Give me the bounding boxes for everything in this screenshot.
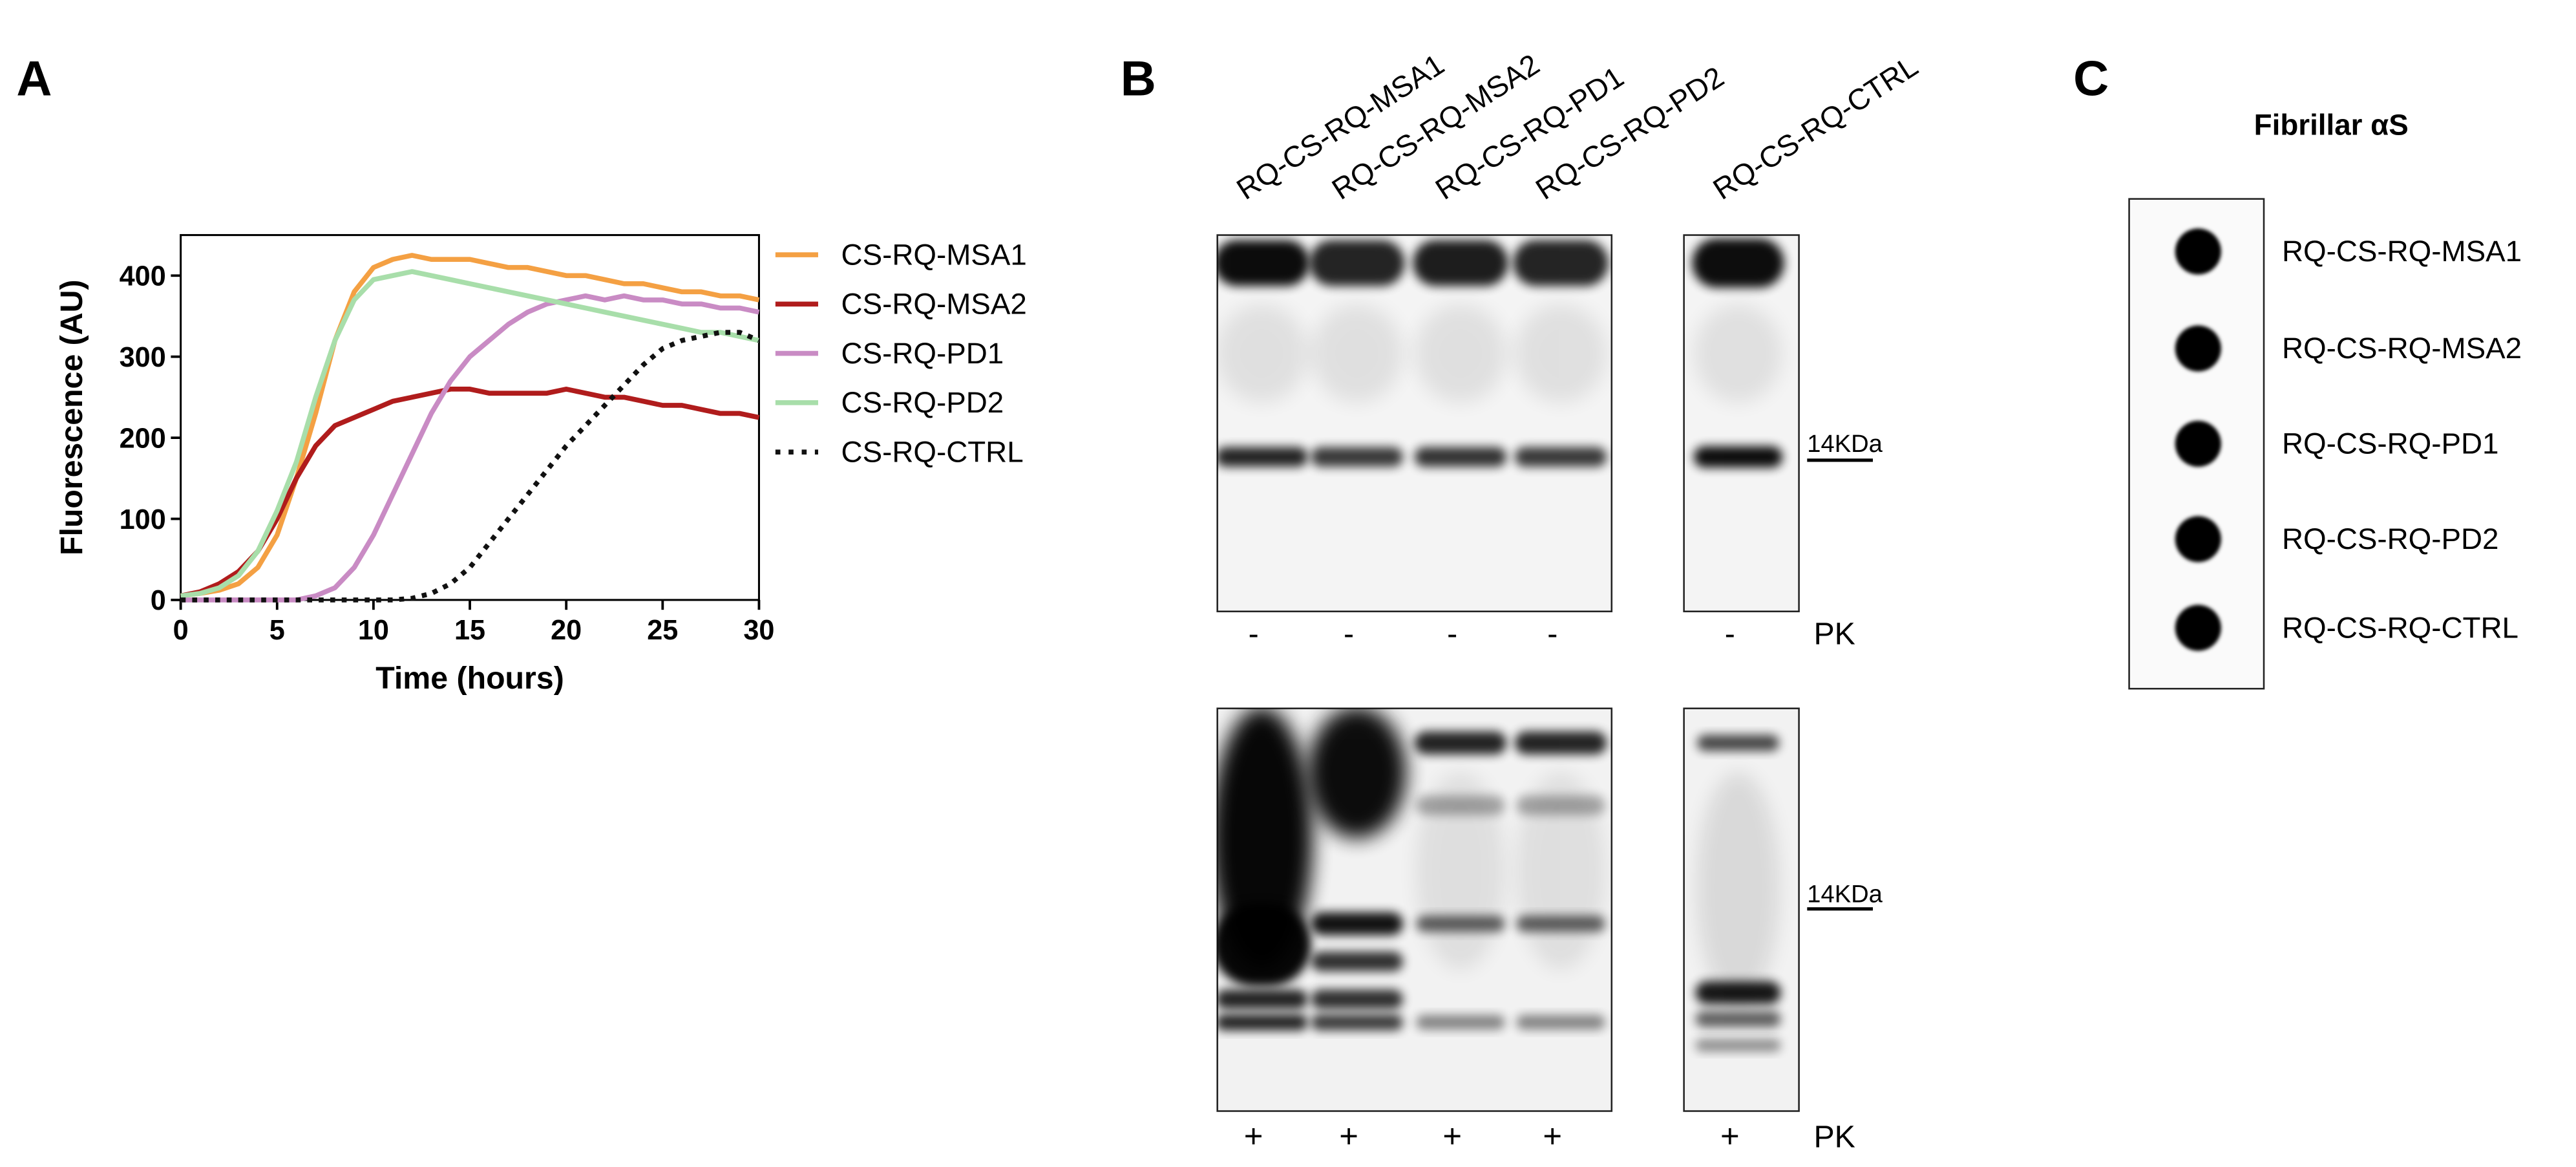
blot-frame	[1683, 234, 1800, 612]
treatment-sign: +	[1442, 1117, 1462, 1154]
data-line	[180, 387, 760, 599]
data-line	[180, 269, 760, 599]
marker-label: 14KDa	[1807, 881, 1883, 908]
blot-band	[1693, 304, 1783, 403]
y-tick-label: 100	[120, 504, 166, 535]
blot-band	[1516, 772, 1605, 970]
y-tick-label: 300	[120, 342, 166, 373]
blot-band	[1217, 240, 1310, 286]
blot-band	[1414, 447, 1507, 467]
blot-band	[1693, 446, 1783, 468]
x-axis-title: Time (hours)	[375, 661, 564, 696]
x-tick-label: 30	[743, 615, 774, 646]
blot-band	[1696, 772, 1780, 1003]
blot-band	[1516, 1014, 1605, 1030]
y-axis-title: Fluorescence (AU)	[54, 279, 89, 555]
treatment-sign: -	[1547, 617, 1557, 652]
panel-label: C	[2073, 51, 2109, 106]
legend-label: CS-RQ-CTRL	[841, 435, 1024, 468]
lane-label: RQ-CS-RQ-CTRL	[1707, 49, 1924, 206]
blot-band	[1696, 734, 1780, 751]
x-tick-label: 10	[358, 615, 389, 646]
blot-band	[1695, 1038, 1781, 1052]
dot	[2175, 228, 2221, 275]
blot-band	[1414, 731, 1507, 755]
blot-band	[1311, 1014, 1403, 1031]
blot-band	[1217, 447, 1308, 467]
dot-blot: Fibrillar αS RQ-CS-RQ-MSA1 RQ-CS-RQ-MSA2 R…	[2128, 109, 2522, 690]
blot-band	[1309, 240, 1405, 286]
blot-band	[1311, 912, 1403, 936]
treatment-sign: -	[1344, 617, 1354, 652]
blot-band	[1311, 447, 1403, 467]
blot-band	[1307, 708, 1407, 839]
dot-label: RQ-CS-RQ-MSA2	[2282, 332, 2522, 365]
western-blots: 14KDa 14KDa PK PK RQ-CS-RQ-MSA1-+RQ-CS-R…	[1216, 48, 1924, 1154]
blot-band	[1217, 304, 1308, 403]
treatment-label: PK	[1813, 617, 1855, 652]
dot-label: RQ-CS-RQ-PD2	[2282, 522, 2499, 555]
marker-label: 14KDa	[1807, 430, 1883, 458]
treatment-sign: +	[1720, 1117, 1740, 1154]
blot-band	[1416, 772, 1505, 970]
blot-band	[1514, 447, 1607, 467]
y-tick-label: 400	[120, 261, 166, 292]
line-chart: 0 100 200 300 400 0 5 10 15 20 25 30 Time (hours) Flu…	[54, 234, 1027, 696]
y-tick-label: 0	[151, 585, 166, 616]
blot-band	[1311, 304, 1403, 403]
blot-band	[1311, 951, 1403, 972]
panel-label: A	[16, 51, 52, 106]
blot-band	[1695, 1011, 1781, 1027]
blot-band	[1695, 981, 1781, 1005]
legend-label: CS-RQ-MSA1	[841, 238, 1027, 271]
dot-blot-title: Fibrillar αS	[2254, 109, 2409, 142]
dot	[2175, 420, 2221, 467]
data-line	[180, 253, 760, 599]
blot-band	[1416, 1014, 1505, 1030]
blot-band	[1217, 708, 1313, 970]
dot	[2175, 605, 2221, 651]
blot-band	[1514, 304, 1607, 403]
panel-label: B	[1121, 51, 1156, 106]
x-tick-label: 15	[454, 615, 485, 646]
y-tick-label: 200	[120, 423, 166, 454]
blot-band	[1692, 238, 1784, 288]
treatment-sign: -	[1725, 617, 1735, 652]
blot-band	[1217, 904, 1311, 987]
dot-label: RQ-CS-RQ-MSA1	[2282, 235, 2522, 268]
legend-label: CS-RQ-PD2	[841, 386, 1004, 419]
x-tick-label: 0	[173, 615, 189, 646]
blot-band	[1514, 731, 1607, 755]
data-line	[180, 330, 760, 603]
treatment-sign: +	[1339, 1117, 1358, 1154]
treatment-label: PK	[1813, 1119, 1855, 1154]
blot-band	[1217, 989, 1308, 1009]
treatment-sign: +	[1543, 1117, 1562, 1154]
dot	[2175, 325, 2221, 372]
dot-label: RQ-CS-RQ-PD1	[2282, 427, 2499, 460]
blot-frame	[1216, 234, 1613, 612]
legend-label: CS-RQ-PD1	[841, 337, 1004, 370]
x-tick-label: 20	[551, 615, 582, 646]
blot-band	[1414, 304, 1507, 403]
x-tick-label: 5	[269, 615, 285, 646]
blot-band	[1311, 989, 1403, 1009]
x-tick-label: 25	[647, 615, 678, 646]
treatment-sign: +	[1244, 1117, 1263, 1154]
blot-band	[1513, 240, 1609, 286]
treatment-sign: -	[1447, 617, 1457, 652]
dot-label: RQ-CS-RQ-CTRL	[2282, 611, 2518, 644]
dot	[2175, 516, 2221, 562]
treatment-sign: -	[1249, 617, 1259, 652]
blot-band	[1413, 240, 1508, 286]
blot-band	[1217, 1014, 1308, 1031]
legend-label: CS-RQ-MSA2	[841, 288, 1027, 321]
